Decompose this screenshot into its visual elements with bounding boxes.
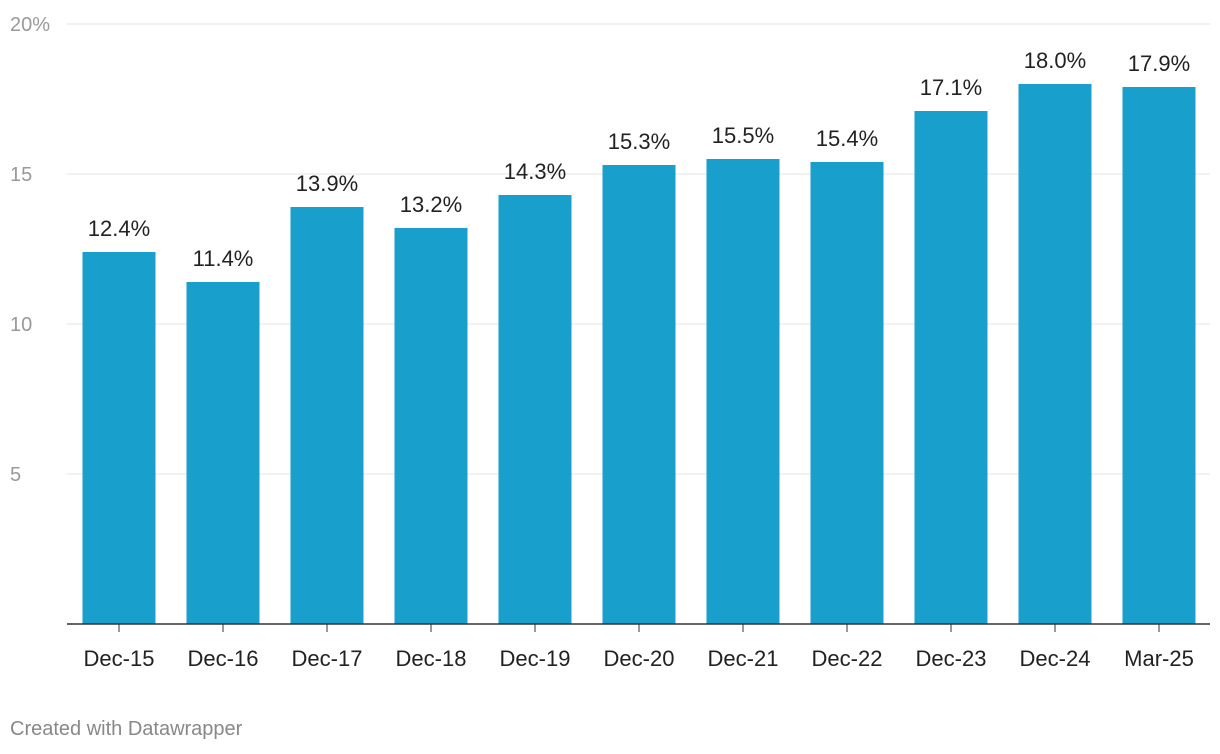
x-tick-label: Dec-15	[84, 646, 155, 671]
value-label: 13.2%	[400, 192, 462, 217]
value-label: 12.4%	[88, 216, 150, 241]
value-label: 14.3%	[504, 159, 566, 184]
x-tick-label: Dec-22	[812, 646, 883, 671]
x-tick-label: Dec-16	[188, 646, 259, 671]
bar-dec-23	[914, 111, 988, 624]
value-label: 15.3%	[608, 129, 670, 154]
y-tick-label: 10	[10, 314, 32, 336]
bar-dec-22	[810, 162, 884, 624]
bar-dec-19	[498, 195, 572, 624]
y-tick-label: 5	[10, 464, 21, 486]
value-label: 18.0%	[1024, 48, 1086, 73]
value-label: 11.4%	[193, 246, 254, 271]
bar-dec-24	[1018, 84, 1092, 624]
x-tick-label: Dec-20	[604, 646, 675, 671]
x-axis: Dec-15 Dec-16 Dec-17 Dec-18 Dec-19 Dec-20 Dec-…	[67, 623, 1210, 671]
x-tick-label: Dec-17	[292, 646, 363, 671]
bars	[82, 84, 1196, 624]
y-tick-label: 20%	[10, 14, 50, 36]
footer-credit: Created with Datawrapper	[10, 718, 243, 740]
bar-mar-25	[1122, 87, 1196, 624]
x-tick-label: Dec-21	[708, 646, 779, 671]
value-label: 15.5%	[712, 123, 774, 148]
x-tick-label: Dec-19	[500, 646, 571, 671]
bar-dec-21	[706, 159, 780, 624]
value-label: 17.1%	[920, 75, 982, 100]
x-tick-label: Dec-24	[1020, 646, 1091, 671]
bar-dec-15	[82, 252, 156, 624]
y-tick-label: 15	[10, 164, 32, 186]
x-tick-label: Dec-18	[396, 646, 467, 671]
value-label: 13.9%	[296, 171, 358, 196]
value-label: 15.4%	[816, 126, 878, 151]
bar-dec-17	[290, 207, 364, 624]
bar-dec-18	[394, 228, 468, 624]
x-tick-label: Mar-25	[1124, 646, 1194, 671]
x-tick-label: Dec-23	[916, 646, 987, 671]
value-label: 17.9%	[1128, 51, 1190, 76]
bar-dec-16	[186, 282, 260, 624]
bar-dec-20	[602, 165, 676, 624]
value-labels: 12.4% 11.4% 13.9% 13.2% 14.3% 15.3% 15.5% 15.4%…	[88, 48, 1190, 271]
